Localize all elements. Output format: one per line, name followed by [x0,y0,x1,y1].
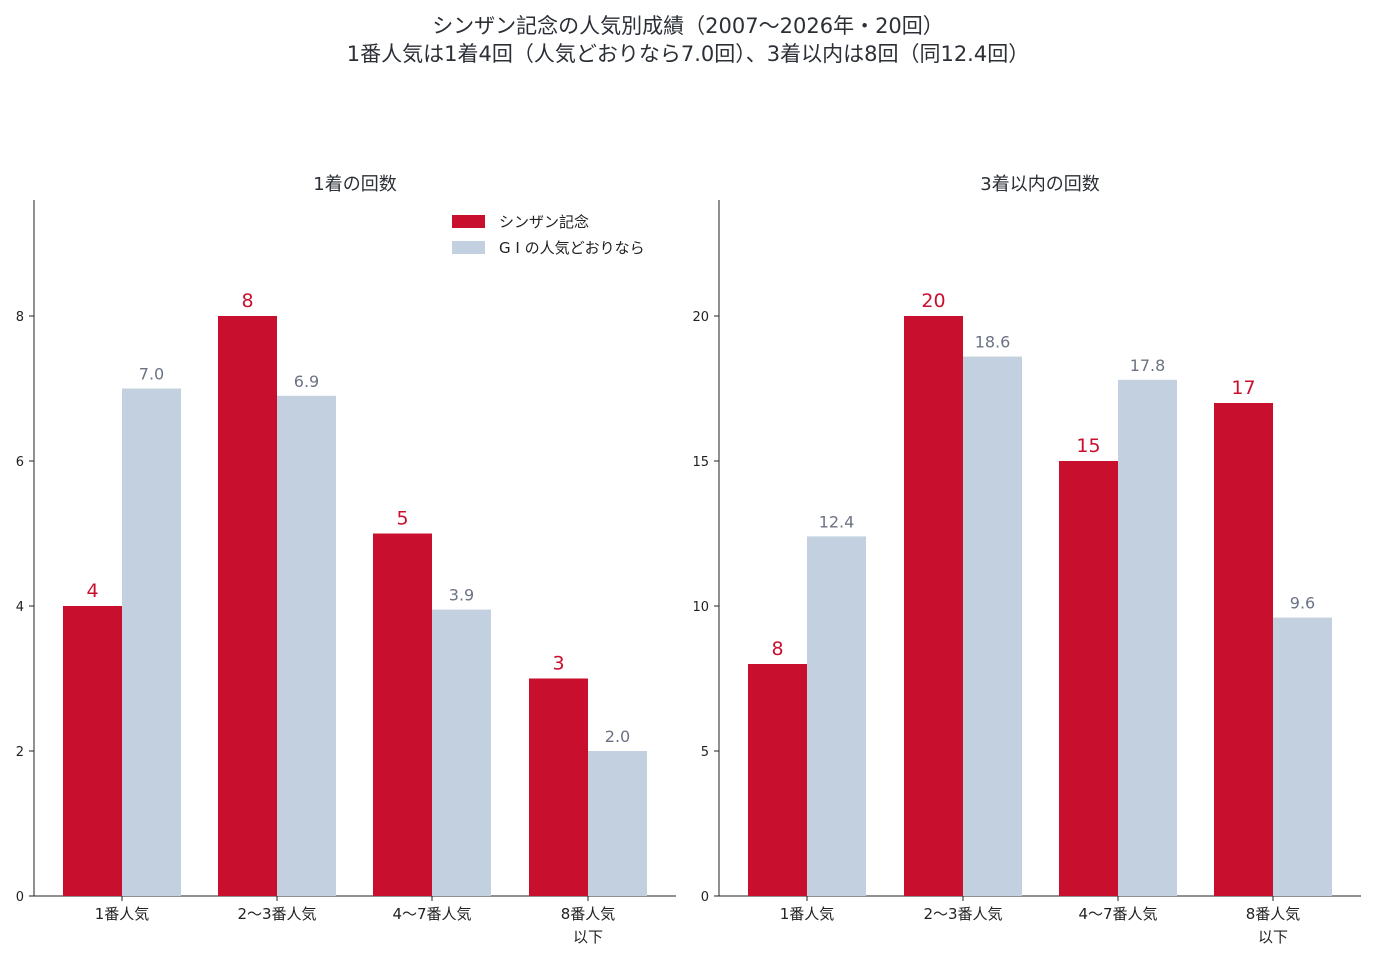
bar-race [373,533,432,896]
bar-expected [277,395,336,896]
bar-expected [1118,379,1177,896]
bar-label-expected: 7.0 [139,365,164,384]
bar-expected [963,356,1022,897]
suptitle-line-1: シンザン記念の人気別成績（2007〜2026年・20回） [432,14,944,38]
bar-expected [1273,617,1332,896]
y-tick-label: 5 [701,745,709,760]
x-tick-label: 以下 [1258,928,1288,946]
bar-race [748,664,807,896]
bar-label-race: 5 [396,508,408,530]
bar-label-expected: 2.0 [605,727,630,746]
bar-race [1214,403,1273,896]
legend-swatch [452,241,485,254]
y-tick-label: 0 [701,890,709,905]
bar-expected [807,536,866,896]
bar-race [529,678,588,896]
bar-race [904,316,963,896]
bar-label-race: 8 [241,290,253,312]
y-tick-label: 6 [16,455,24,470]
panel-title: 3着以内の回数 [980,174,1099,195]
y-tick-label: 20 [692,310,709,325]
x-tick-label: 以下 [573,928,603,946]
y-tick-label: 8 [16,310,24,325]
bar-label-race: 3 [552,653,564,675]
y-tick-label: 4 [16,600,24,615]
y-tick-label: 10 [692,600,709,615]
bar-label-race: 15 [1076,435,1100,457]
panel-title: 1着の回数 [313,174,396,195]
bar-label-race: 4 [86,580,98,602]
y-tick-label: 15 [692,455,709,470]
chart-suptitle: シンザン記念の人気別成績（2007〜2026年・20回） 1番人気は1着4回（人… [0,12,1376,68]
bar-label-race: 8 [771,638,783,660]
chart-panel-2: 3着以内の回数 0 5 10 15 20 8 12.4 1番人気 20 18.6 2〜3番人気 15 17… [692,174,1361,946]
bar-label-race: 20 [921,290,945,312]
bar-label-expected: 17.8 [1130,356,1166,375]
suptitle-line-2: 1番人気は1着4回（人気どおりなら7.0回）、3着以内は8回（同12.4回） [346,42,1030,66]
bar-label-expected: 3.9 [449,586,474,605]
x-tick-label: 8番人気 [1246,905,1301,923]
x-tick-label: 4〜7番人気 [1078,905,1157,923]
legend-label: G I の人気どおりなら [499,239,645,257]
x-tick-label: 1番人気 [95,905,150,923]
x-tick-label: 1番人気 [780,905,835,923]
bar-expected [432,609,491,896]
legend-label: シンザン記念 [499,213,589,231]
y-tick-label: 2 [16,745,24,760]
legend-swatch [452,215,485,228]
bar-race [218,316,277,896]
x-tick-label: 2〜3番人気 [237,905,316,923]
bar-label-expected: 18.6 [975,333,1011,352]
bar-label-expected: 9.6 [1290,594,1315,613]
x-tick-label: 2〜3番人気 [923,905,1002,923]
bar-race [1059,461,1118,896]
bar-label-expected: 6.9 [294,372,319,391]
x-tick-label: 8番人気 [561,905,616,923]
y-tick-label: 0 [16,890,24,905]
bar-expected [588,751,647,896]
bar-label-expected: 12.4 [819,512,855,531]
bar-label-race: 17 [1231,377,1255,399]
bar-race [63,606,122,896]
chart-panel-1: 1着の回数 0 2 4 6 8 4 7.0 1番人気 8 6.9 2〜3番人気 5 3.9 4〜7番人気 3 2… [16,174,676,946]
x-tick-label: 4〜7番人気 [392,905,471,923]
bar-expected [122,388,181,896]
legend: シンザン記念 G I の人気どおりなら [452,213,645,257]
